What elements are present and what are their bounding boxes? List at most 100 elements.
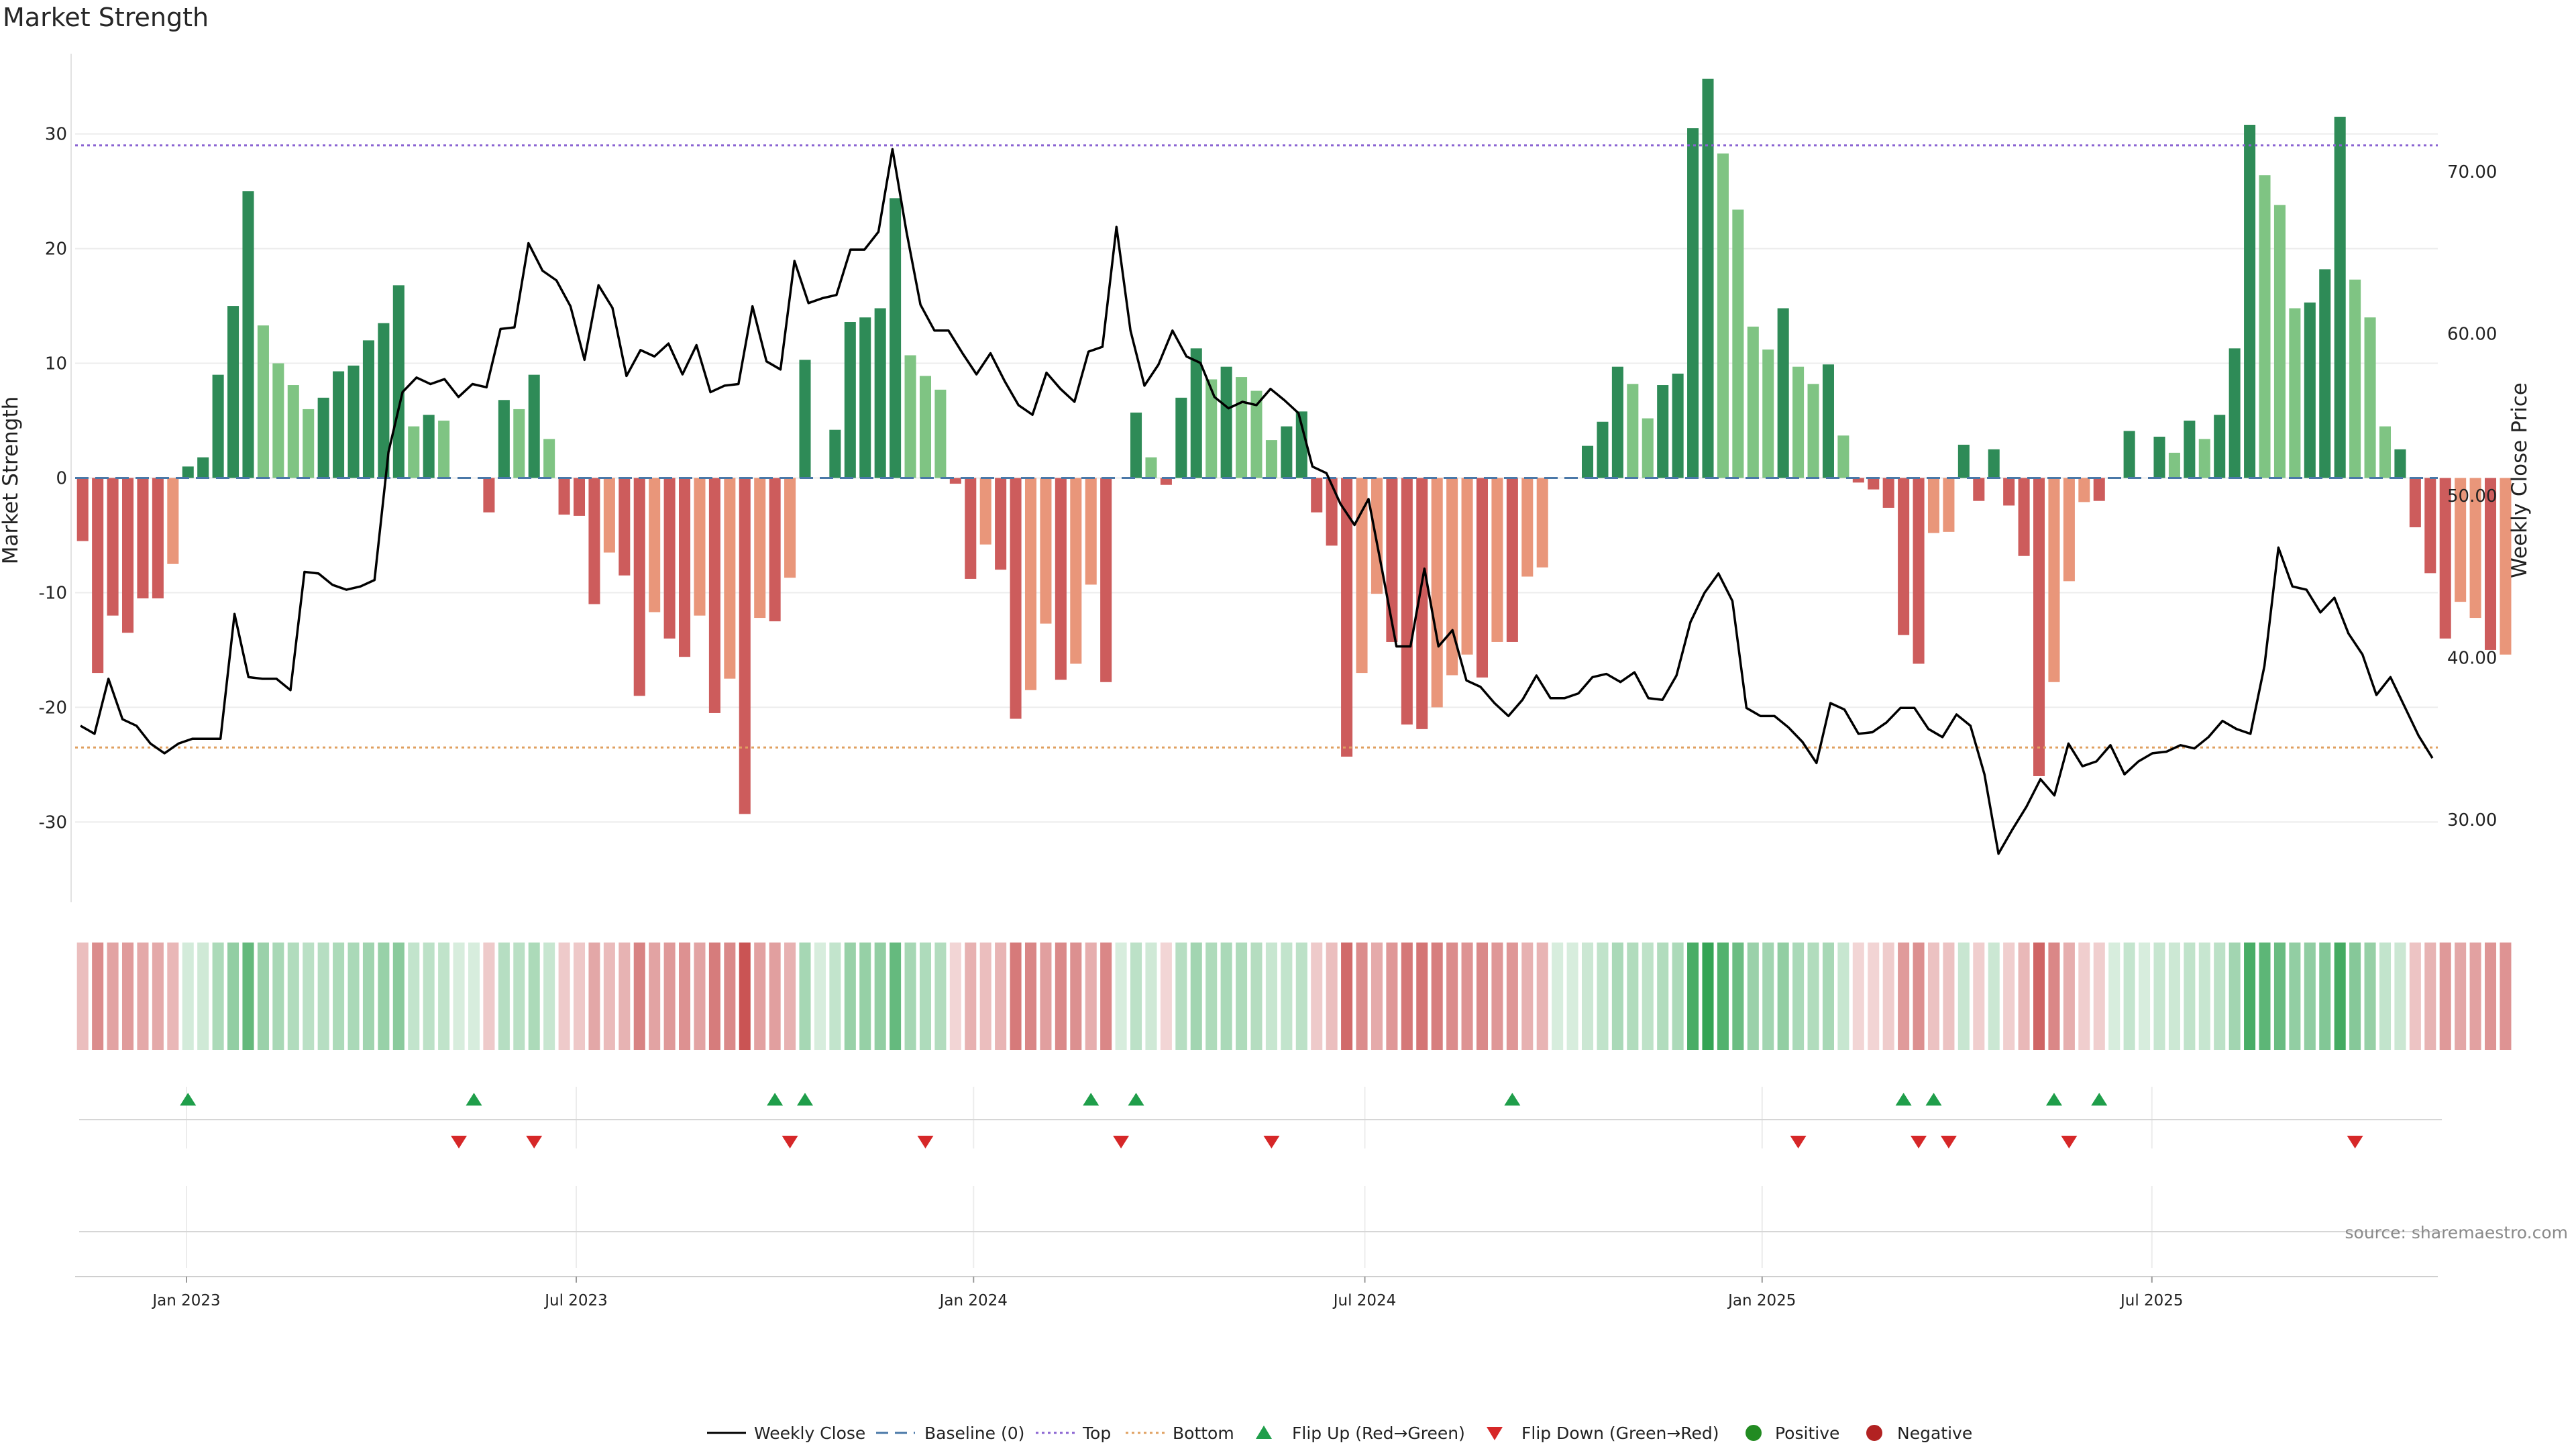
legend-baseline: Baseline (0) <box>924 1424 1024 1443</box>
strength-bar <box>2093 478 2105 501</box>
strength-bar <box>2259 175 2271 478</box>
y-tick-label-left: 10 <box>45 354 67 374</box>
flip-up-marker <box>466 1093 482 1106</box>
heat-cell <box>1250 943 1263 1050</box>
legend-negative: Negative <box>1897 1424 1972 1443</box>
heat-cell <box>769 943 781 1050</box>
heat-cell <box>1356 943 1368 1050</box>
heat-cell <box>121 943 134 1050</box>
strength-bar <box>1295 411 1307 478</box>
strength-bar <box>1265 440 1277 478</box>
heat-cell <box>1657 943 1669 1050</box>
heat-cell <box>965 943 977 1050</box>
strength-bar <box>2379 426 2392 478</box>
strength-bar <box>2289 308 2301 478</box>
heat-cell <box>949 943 961 1050</box>
flip-down-marker <box>1940 1136 1957 1148</box>
flip-down-marker <box>782 1136 798 1148</box>
y-tick-label-left: 30 <box>45 125 67 145</box>
legend-positive: Positive <box>1775 1424 1839 1443</box>
strength-bar <box>1100 478 1112 682</box>
heat-cell <box>1130 943 1142 1050</box>
negative-dot-icon <box>1866 1425 1882 1441</box>
heat-cell <box>2063 943 2075 1050</box>
heat-cell <box>1281 943 1293 1050</box>
flip-up-marker <box>2091 1093 2108 1106</box>
strength-bar <box>92 478 104 674</box>
heat-cell <box>272 943 284 1050</box>
heat-cell <box>1265 943 1277 1050</box>
heat-cell <box>2153 943 2165 1050</box>
y-tick-label-left: -20 <box>39 698 67 718</box>
strength-bar <box>754 478 766 619</box>
flip-up-marker <box>1895 1093 1912 1106</box>
strength-bar <box>1190 348 1202 478</box>
legend-bottom: Bottom <box>1173 1424 1234 1443</box>
y-tick-label-right: 40.00 <box>2447 648 2497 668</box>
heat-cell <box>498 943 510 1050</box>
strength-bar <box>1672 373 1684 478</box>
heat-cell <box>1762 943 1774 1050</box>
heat-cell <box>1566 943 1578 1050</box>
strength-bar <box>633 478 645 696</box>
heat-cell <box>1040 943 1052 1050</box>
heat-cell <box>2198 943 2210 1050</box>
heat-cell <box>2078 943 2090 1050</box>
heat-cell <box>799 943 811 1050</box>
strength-bar <box>919 376 931 478</box>
strength-bar <box>528 374 540 478</box>
heat-cell <box>1070 943 1082 1050</box>
heat-cell <box>2259 943 2271 1050</box>
price-line-layer <box>80 148 2434 855</box>
strength-bar <box>2349 279 2361 478</box>
strength-bar <box>76 478 89 541</box>
heat-cell <box>528 943 540 1050</box>
heat-cell <box>303 943 315 1050</box>
heat-cell <box>619 943 631 1050</box>
strength-bar <box>619 478 631 576</box>
strength-bar <box>438 421 450 478</box>
x-tick-label: Jan 2024 <box>938 1292 1008 1309</box>
x-tick-label: Jul 2024 <box>1332 1292 1397 1309</box>
heat-cell <box>2439 943 2451 1050</box>
heat-cell <box>1311 943 1323 1050</box>
heat-cell <box>392 943 405 1050</box>
strength-bar <box>378 323 390 478</box>
flip-up-icon <box>1256 1426 1272 1439</box>
strength-bar <box>1657 385 1669 478</box>
heat-cell <box>1687 943 1699 1050</box>
strength-bar <box>2273 205 2286 478</box>
strength-bar <box>1461 478 1473 655</box>
strength-bar <box>2455 478 2467 602</box>
strength-bar <box>1160 478 1172 485</box>
heat-cell <box>1852 943 1864 1050</box>
strength-bar <box>1055 478 1067 680</box>
flip-down-marker <box>451 1136 468 1148</box>
strength-bar <box>1521 478 1534 577</box>
strength-bar <box>934 389 947 478</box>
heat-cell <box>317 943 329 1050</box>
strength-bar <box>1010 478 1022 719</box>
strength-bar <box>362 340 374 478</box>
heat-cell <box>2349 943 2361 1050</box>
heat-cell <box>76 943 89 1050</box>
heat-cell <box>2229 943 2241 1050</box>
strength-bar <box>107 478 119 616</box>
heat-cell <box>2184 943 2196 1050</box>
source-credit: source: sharemaestro.com <box>2345 1223 2569 1242</box>
strength-heat-strip <box>76 943 2512 1050</box>
heat-cell <box>1010 943 1022 1050</box>
flip-down-marker <box>1113 1136 1130 1148</box>
heat-cell <box>1988 943 2000 1050</box>
strength-bar <box>1898 478 1910 635</box>
strength-bar <box>1416 478 1428 729</box>
heat-cell <box>1416 943 1428 1050</box>
strength-bar <box>2319 269 2331 478</box>
strength-bar <box>2229 348 2241 478</box>
heat-cell <box>2319 943 2331 1050</box>
strength-bar <box>890 198 902 478</box>
heat-cell <box>242 943 254 1050</box>
strength-bar <box>1837 435 1849 478</box>
heat-cell <box>1672 943 1684 1050</box>
strength-bar <box>408 426 420 478</box>
